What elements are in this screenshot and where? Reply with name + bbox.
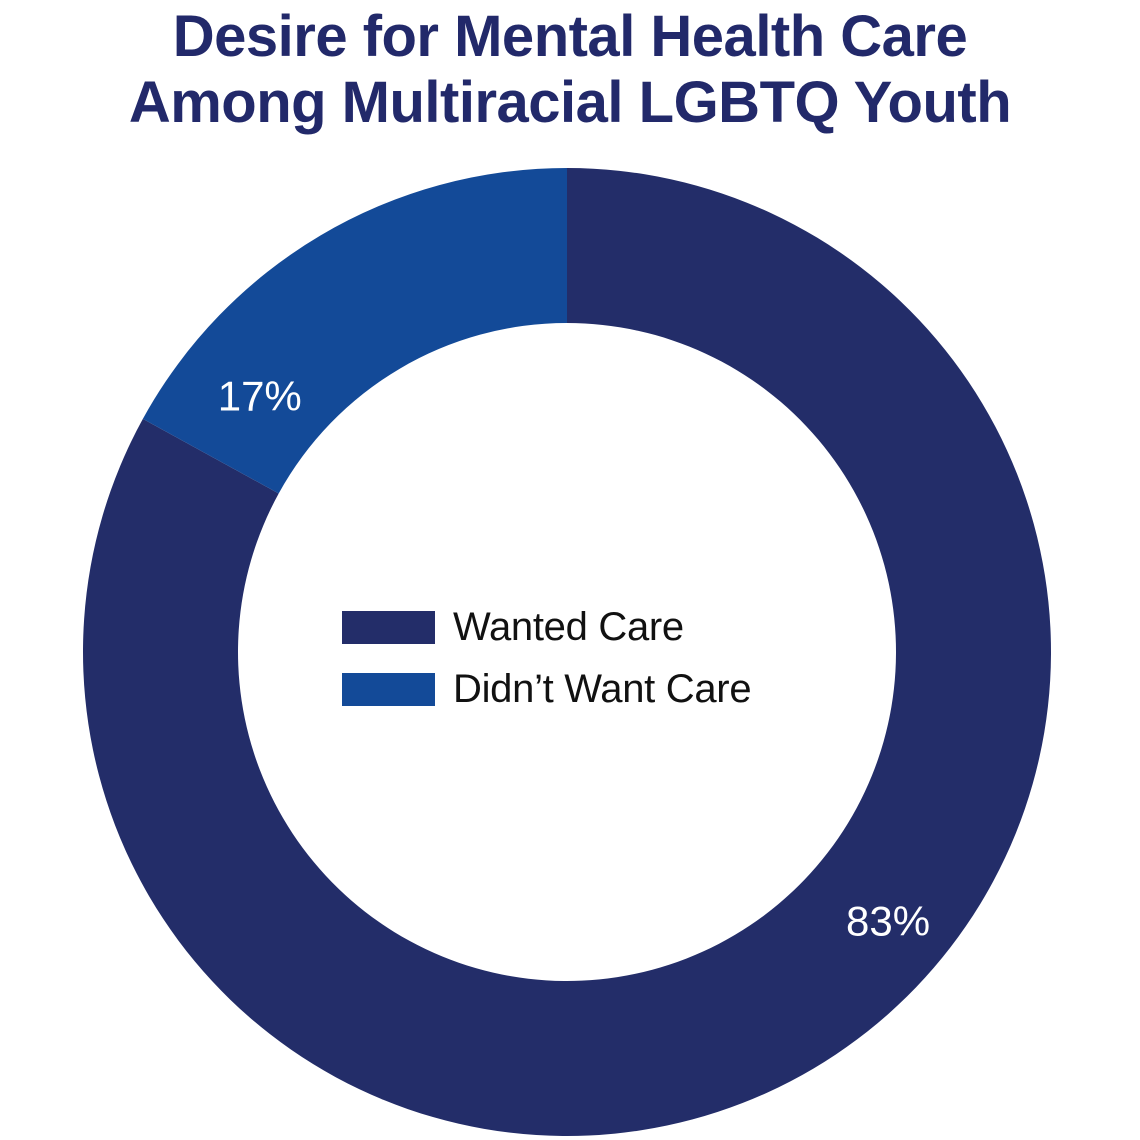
legend-item-wanted-care: Wanted Care	[342, 596, 751, 658]
chart-title-line-2: Among Multiracial LGBTQ Youth	[128, 70, 1012, 135]
legend-label-didnt-want-care: Didn’t Want Care	[453, 666, 752, 711]
legend-item-didnt-want-care: Didn’t Want Care	[342, 658, 752, 720]
chart-legend: Wanted Care Didn’t Want Care	[342, 596, 752, 720]
donut-slice-didnt-want-care	[142, 168, 568, 494]
donut-slice-wanted-care	[83, 168, 1051, 1137]
legend-swatch-wanted-care	[342, 610, 435, 644]
legend-label-wanted-care: Wanted Care	[453, 604, 684, 649]
data-label-wanted-care: 83%	[846, 898, 930, 945]
chart-title-line-1: Desire for Mental Health Care	[172, 4, 968, 69]
donut-data-labels: 83% 17%	[218, 372, 930, 944]
chart-title: Desire for Mental Health Care Among Mult…	[0, 4, 1140, 136]
donut-slices	[83, 168, 1051, 1137]
data-label-didnt-want-care: 17%	[218, 372, 302, 419]
legend-swatch-didnt-want-care	[342, 672, 435, 706]
